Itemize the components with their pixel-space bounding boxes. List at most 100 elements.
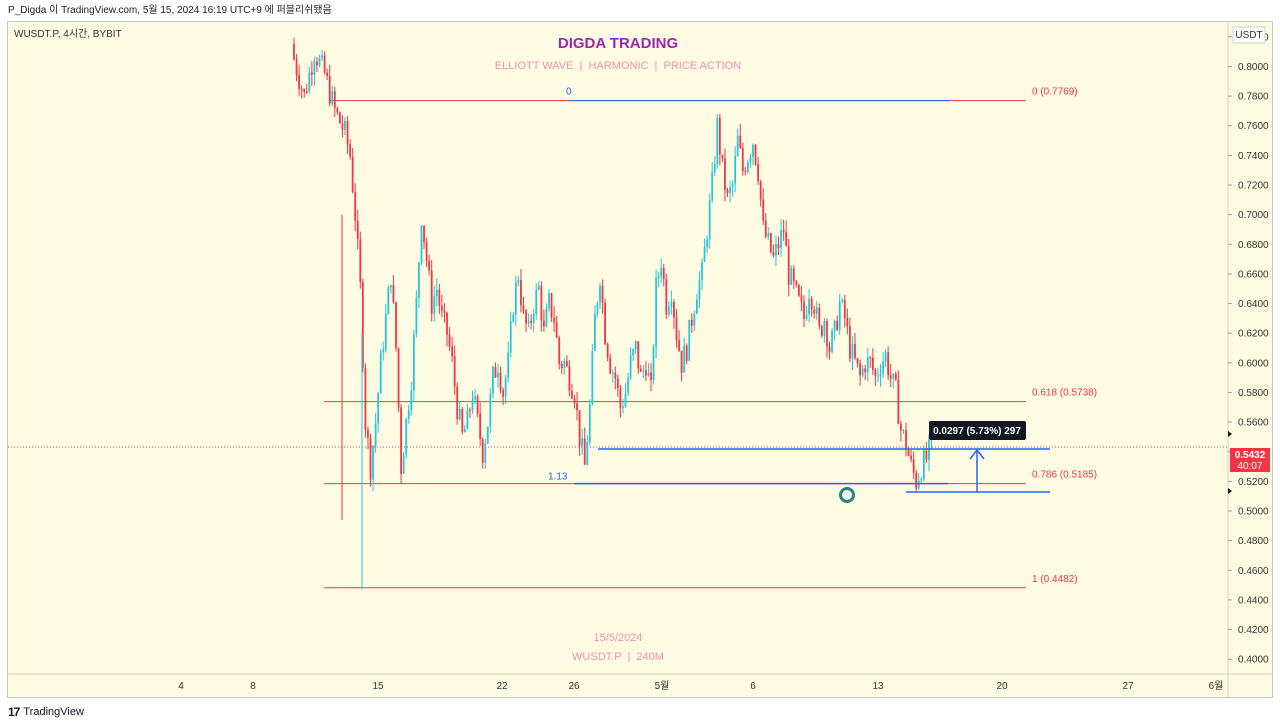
price-tick-label: 0.5200 [1238, 477, 1269, 488]
price-tick-label: 0.4800 [1238, 536, 1269, 547]
candle-body [397, 348, 400, 408]
candle-body [522, 305, 525, 311]
candle-body [463, 428, 466, 433]
candle-body [333, 91, 336, 109]
candle-body [494, 366, 497, 378]
brand-name[interactable]: TradingView [23, 706, 84, 718]
candle-body [632, 349, 635, 356]
candle-body [792, 268, 795, 282]
candle-body [866, 357, 869, 373]
candle-body [469, 409, 471, 411]
candle-body [907, 449, 910, 456]
candle-body [313, 61, 316, 75]
candle-body [571, 390, 573, 399]
candle-body [820, 326, 823, 336]
candle-body [486, 426, 489, 444]
candle-body [471, 399, 474, 411]
candle-body [782, 230, 785, 233]
candle-body [647, 372, 650, 376]
candle-body [346, 120, 349, 145]
candle-body [321, 55, 323, 59]
measure-arrow-head-icon [969, 448, 985, 460]
axis-marker-icon [1228, 488, 1232, 494]
candle-body [818, 307, 821, 327]
candle-body [331, 91, 334, 104]
candle-body [843, 299, 846, 319]
candle-body [673, 301, 675, 318]
chart-canvas[interactable]: 0 (0.7769) 0.618 (0.5738) 0.786 (0.5185) 1 … [8, 22, 1272, 697]
drawings[interactable]: 01.13 [548, 87, 1232, 503]
candle-body [810, 298, 813, 310]
candle-body [708, 200, 711, 240]
candle-body [889, 375, 892, 379]
watermark-subtitle: ELLIOTT WAVE | HARMONIC | PRICE ACTION [495, 60, 741, 72]
candle-body [310, 72, 313, 75]
candle-body [606, 344, 609, 358]
candle-body [430, 270, 433, 314]
candle-body [323, 55, 326, 73]
projection-label: 0 [566, 87, 572, 98]
target-circle-marker[interactable] [839, 487, 855, 503]
time-tick-label: 27 [1122, 681, 1134, 692]
candle-body [910, 455, 912, 460]
candle-body [479, 413, 482, 440]
candle-body [800, 295, 803, 302]
tradingview-logo-icon[interactable]: 17 [8, 705, 20, 719]
candle-body [349, 144, 351, 157]
candle-body [448, 334, 451, 347]
candle-body [619, 387, 622, 409]
candle-body [609, 357, 612, 374]
candle-body [849, 326, 851, 359]
price-tick-label: 0.4600 [1238, 566, 1269, 577]
candle-body [836, 320, 839, 330]
candle-body [716, 117, 719, 165]
candle-body [565, 360, 568, 366]
candle-body [859, 363, 861, 376]
candle-body [920, 479, 923, 481]
candle-body [453, 356, 456, 387]
candle-body [739, 135, 742, 148]
candle-body [833, 320, 836, 331]
publish-header: P_Digda 이 TradingView.com, 5월 15, 2024 1… [8, 5, 332, 16]
symbol-label[interactable]: WUSDT.P, 4시간, BYBIT [14, 28, 122, 40]
candle-body [701, 261, 703, 280]
candle-body [894, 373, 897, 380]
candle-body [298, 75, 300, 89]
candle-body [882, 361, 884, 374]
candle-body [642, 370, 645, 372]
candle-body [808, 298, 810, 315]
candle-body [410, 390, 413, 411]
candle-body [928, 440, 930, 460]
candle-body [627, 377, 629, 394]
time-axis-ticks: 4 8 15 22 26 5월 6 13 20 27 6월 [178, 680, 1223, 692]
fib-level-label: 1 (0.4482) [1032, 574, 1078, 585]
candle-body [344, 120, 346, 130]
candle-body [813, 309, 816, 314]
candles[interactable] [293, 37, 933, 590]
price-tick-label: 0.7800 [1238, 92, 1269, 103]
candle-body [458, 409, 461, 420]
candle-body [596, 302, 599, 314]
fib-level-label: 0 (0.7769) [1032, 87, 1078, 98]
candle-body [537, 285, 540, 290]
candle-body [351, 156, 354, 193]
candle-body [864, 368, 867, 373]
candle-body [734, 156, 737, 184]
currency-box[interactable] [1232, 26, 1266, 44]
candle-body [489, 393, 492, 427]
candle-body [826, 321, 828, 347]
candle-body [690, 319, 693, 326]
candle-body [854, 343, 856, 359]
candle-body [685, 345, 688, 361]
candle-body [747, 162, 749, 173]
candle-body [300, 88, 303, 90]
time-tick-label: 20 [996, 681, 1008, 692]
candle-body [520, 279, 522, 306]
plot-background [8, 22, 1272, 697]
candle-body [367, 429, 369, 438]
candle-body [718, 117, 721, 155]
time-tick-label: 22 [496, 681, 508, 692]
candle-body [433, 296, 436, 314]
candle-body [405, 418, 408, 455]
candle-body [418, 262, 420, 298]
